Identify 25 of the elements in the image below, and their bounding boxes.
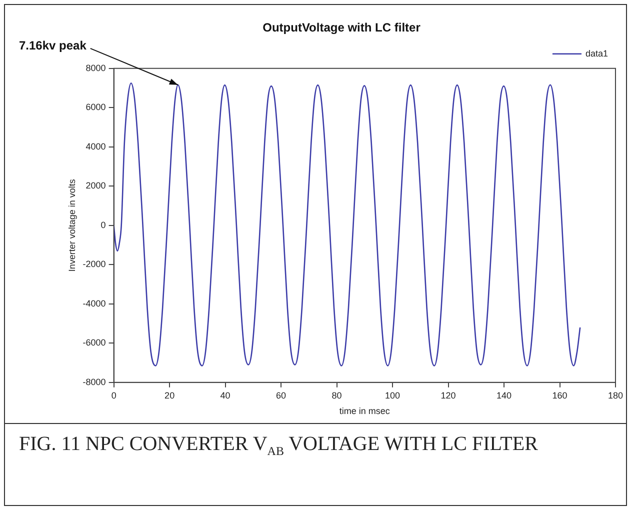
x-tick-label: 160: [552, 390, 568, 400]
x-tick-label: 0: [111, 390, 116, 400]
x-tick-label: 60: [276, 390, 286, 400]
x-tick-label: 20: [164, 390, 175, 400]
x-tick-label: 120: [440, 390, 456, 400]
y-axis-title: Inverter voltage in volts: [66, 178, 77, 272]
caption: FIG. 11 NPC CONVERTER V$_{AB}$ VOLTAGE WITH LC FILTER: [19, 432, 539, 460]
y-tick-label: -6000: [82, 338, 106, 348]
y-tick-label: 0: [100, 220, 106, 230]
y-tick-label: 6000: [86, 102, 106, 112]
y-tick-label: 8000: [86, 62, 106, 73]
chart-title: OutputVoltage with LC filter: [262, 20, 421, 35]
x-tick-label: 40: [220, 390, 230, 400]
x-tick-label: 80: [332, 390, 342, 400]
y-tick-label: -2000: [82, 259, 106, 270]
legend-label: data1: [585, 48, 608, 58]
x-tick-label: 140: [496, 390, 512, 400]
x-tick-label: 180: [608, 390, 624, 400]
y-tick-label: 4000: [86, 141, 106, 152]
y-tick-label: 2000: [86, 180, 106, 191]
y-tick-label: -4000: [82, 298, 106, 308]
y-tick-label: -8000: [82, 376, 106, 387]
annotation: 7.16kv peak: [19, 38, 87, 53]
x-axis-title: time in msec: [339, 406, 390, 416]
x-tick-label: 100: [385, 390, 400, 400]
